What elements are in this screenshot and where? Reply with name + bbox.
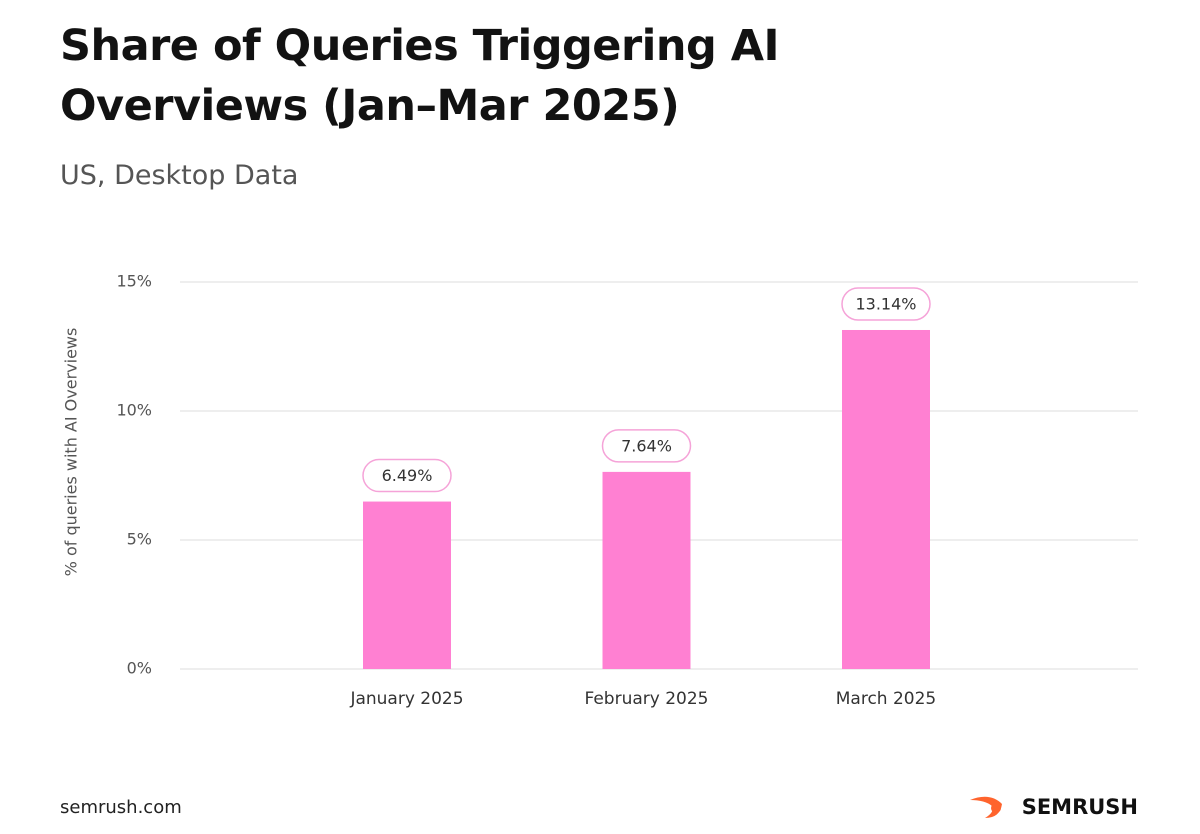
chart-title: Share of Queries Triggering AI Overviews… xyxy=(60,21,780,131)
x-tick-label: January 2025 xyxy=(349,689,463,709)
value-label: 13.14% xyxy=(855,294,916,313)
x-tick-label: March 2025 xyxy=(836,689,937,709)
value-label: 7.64% xyxy=(621,436,672,455)
value-label-pill xyxy=(601,429,692,463)
x-tick-label: February 2025 xyxy=(585,689,709,709)
y-tick-label: 10% xyxy=(116,401,152,420)
value-label-pill xyxy=(841,287,931,321)
y-tick-label: 0% xyxy=(127,659,152,678)
value-label: 6.49% xyxy=(382,466,433,485)
bar xyxy=(602,471,691,669)
brand: SEMRUSH xyxy=(1022,795,1138,819)
y-axis-label: % of queries with AI Overviews xyxy=(62,328,81,577)
bar xyxy=(842,329,930,669)
value-label-pill xyxy=(362,458,452,493)
bar xyxy=(363,501,451,669)
brand-logo xyxy=(970,796,1002,818)
y-tick-label: 15% xyxy=(116,272,152,291)
chart-subtitle: US, Desktop Data xyxy=(60,160,299,191)
y-tick-label: 5% xyxy=(127,530,152,549)
source: semrush.com xyxy=(60,797,182,818)
